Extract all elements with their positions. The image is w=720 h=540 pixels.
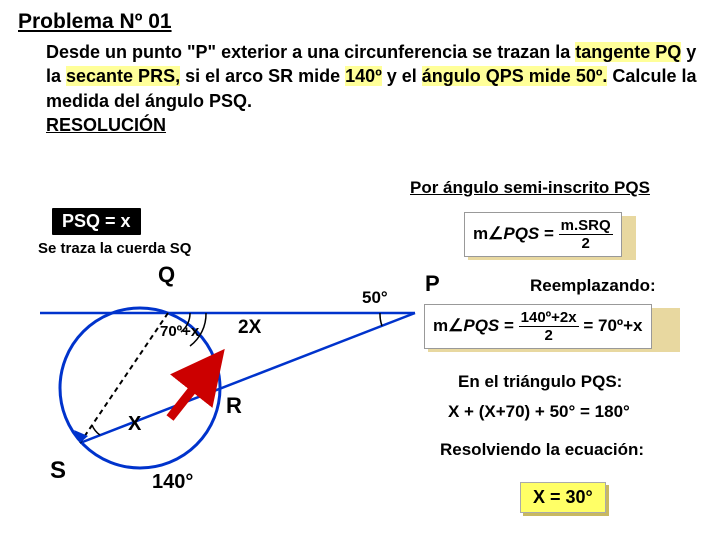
red-arrow <box>170 370 208 418</box>
angle-arc-p <box>380 313 382 326</box>
resolucion-label: RESOLUCIÓN <box>46 115 166 135</box>
formula-den: 2 <box>519 327 579 344</box>
formula-lhs-ang: PQS <box>503 224 539 243</box>
problem-hl: 140º <box>345 66 382 86</box>
psq-equals-x-box: PSQ = x <box>52 208 141 235</box>
answer-box: X = 30° <box>520 482 606 513</box>
equals: = <box>504 316 519 335</box>
equals: = <box>544 224 559 243</box>
formula-num: 140º+2x <box>519 309 579 327</box>
subhead-semi-inscrito: Por ángulo semi-inscrito PQS <box>410 178 650 198</box>
angle-arc-s <box>92 425 100 435</box>
formula-frac: 140º+2x 2 <box>519 309 579 344</box>
formula-frac: m.SRQ 2 <box>559 217 613 252</box>
problem-text: Desde un punto "P" exterior a una circun… <box>46 40 702 137</box>
chord-sq <box>80 313 168 443</box>
formula-num: m.SRQ <box>559 217 613 235</box>
label-s: S <box>50 457 66 484</box>
formula-pqs-arc: m∠PQS = m.SRQ 2 <box>464 212 622 257</box>
formula-tail: = 70º+x <box>583 316 642 335</box>
label-2x: 2X <box>238 317 262 338</box>
triangulo-label: En el triángulo PQS: <box>458 372 622 392</box>
formula-lhs-ang: PQS <box>463 316 499 335</box>
problem-hl: ángulo QPS mide 50º. <box>422 66 608 86</box>
label-50: 50° <box>362 288 388 307</box>
label-x: X <box>128 413 142 435</box>
label-70x: 70º+x <box>160 323 200 340</box>
problem-frag: Desde un punto "P" exterior a una circun… <box>46 42 575 62</box>
label-140: 140° <box>152 471 193 493</box>
traza-cuerda-label: Se traza la cuerda SQ <box>38 240 191 257</box>
problem-frag: si el arco SR mide <box>180 66 345 86</box>
formula-substituted: m∠PQS = 140º+2x 2 = 70º+x <box>424 304 652 349</box>
geometry-diagram: Q P R S 50° 2X X 70º+x 140° <box>20 258 450 518</box>
page-title: Problema Nº 01 <box>18 10 702 34</box>
resolviendo-label: Resolviendo la ecuación: <box>440 440 644 460</box>
equation-sum: X + (X+70) + 50° = 180° <box>448 402 630 422</box>
label-p: P <box>425 271 440 296</box>
problem-hl: tangente PQ <box>575 42 681 62</box>
formula-lhs-prefix: m∠ <box>473 224 503 243</box>
problem-hl: secante PRS, <box>66 66 180 86</box>
label-q: Q <box>158 262 175 287</box>
reemplazando-label: Reemplazando: <box>530 276 656 296</box>
label-r: R <box>226 393 242 418</box>
problem-frag: y el <box>382 66 422 86</box>
formula-den: 2 <box>559 235 613 252</box>
